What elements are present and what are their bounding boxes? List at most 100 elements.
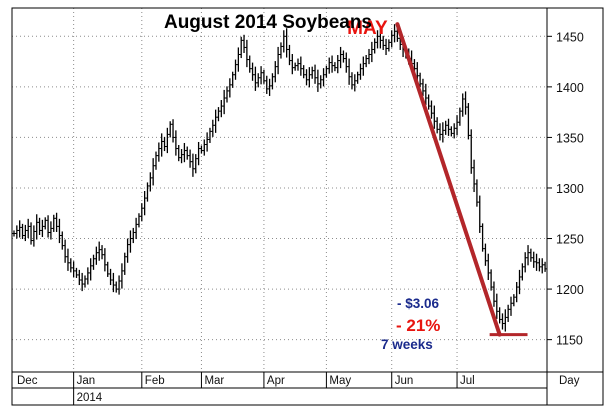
price-bar xyxy=(29,222,33,245)
price-bar xyxy=(537,258,541,272)
price-bar xyxy=(109,268,113,286)
price-bar xyxy=(305,69,309,86)
price-bar xyxy=(378,28,382,49)
price-bar xyxy=(35,214,39,240)
price-bar xyxy=(324,65,328,78)
price-bar xyxy=(143,191,147,216)
price-bar xyxy=(222,89,226,115)
price-bar xyxy=(358,63,363,80)
price-bar xyxy=(211,119,215,137)
price-bar xyxy=(265,75,269,94)
price-bar xyxy=(498,307,502,324)
price-bar xyxy=(458,107,462,126)
price-bar xyxy=(225,86,229,103)
price-bar xyxy=(270,73,275,90)
price-bar xyxy=(52,214,56,232)
price-bar xyxy=(336,55,340,74)
price-bar xyxy=(529,248,533,262)
price-bar xyxy=(526,245,530,266)
price-bar xyxy=(97,241,101,261)
price-bar xyxy=(455,115,459,136)
price-bar xyxy=(500,313,505,330)
price-bar xyxy=(469,129,473,174)
price-bar xyxy=(117,275,121,295)
price-bar xyxy=(74,267,79,278)
price-bar xyxy=(239,36,243,59)
price-bar xyxy=(69,258,73,273)
price-bar xyxy=(285,28,289,58)
price-bar xyxy=(512,294,516,307)
price-bar xyxy=(489,269,493,291)
price-bar xyxy=(214,109,218,133)
price-bar xyxy=(361,56,365,76)
price-bar xyxy=(466,103,470,140)
x-tick-label: Mar xyxy=(204,375,224,387)
percent-drop-label: - 21% xyxy=(396,316,440,335)
price-bar xyxy=(262,69,266,84)
trend-line xyxy=(395,22,502,337)
price-bar xyxy=(279,42,283,59)
price-bar xyxy=(94,246,98,265)
price-bar xyxy=(134,217,138,240)
price-bar xyxy=(63,239,67,263)
grid xyxy=(12,8,547,372)
peak-label: MAY xyxy=(347,18,388,39)
price-bar xyxy=(202,139,206,156)
x-tick-label: Dec xyxy=(17,375,38,387)
price-bar xyxy=(234,59,238,80)
price-bar xyxy=(441,122,445,143)
price-bar xyxy=(461,93,465,117)
price-bar xyxy=(49,221,53,240)
price-bar xyxy=(80,272,84,292)
price-bar xyxy=(483,243,488,266)
x-tick-label: Jan xyxy=(77,375,96,387)
price-bar xyxy=(307,67,311,88)
price-bar xyxy=(364,55,368,68)
price-bar xyxy=(163,136,167,152)
price-bar xyxy=(256,73,260,88)
price-bar xyxy=(15,225,19,239)
price-bar xyxy=(83,275,87,288)
price-bar xyxy=(106,261,110,277)
price-bar xyxy=(137,213,141,228)
price-bar xyxy=(339,46,343,69)
price-bar xyxy=(57,218,62,244)
price-bar xyxy=(100,245,104,260)
price-bar xyxy=(299,56,303,76)
price-bar xyxy=(111,272,115,293)
price-bar xyxy=(486,253,490,280)
price-bar xyxy=(199,145,204,154)
y-tick-label: 1300 xyxy=(556,182,584,196)
price-bar xyxy=(444,120,448,135)
price-bar xyxy=(287,44,292,66)
price-bar xyxy=(424,83,428,106)
price-bar xyxy=(347,58,351,85)
price-bar xyxy=(313,64,317,84)
price-bar xyxy=(290,54,294,75)
price-bar xyxy=(38,217,42,235)
y-tick-label: 1250 xyxy=(556,233,584,247)
price-bar xyxy=(228,78,232,98)
price-bar xyxy=(353,74,357,92)
price-bar xyxy=(472,159,476,193)
price-bar xyxy=(157,142,161,162)
chart-title: August 2014 Soybeans xyxy=(164,12,372,33)
price-bar xyxy=(55,212,59,232)
price-bar xyxy=(418,72,422,87)
price-bar xyxy=(188,149,192,168)
price-bar xyxy=(481,223,485,252)
price-bar xyxy=(259,66,263,85)
price-bar xyxy=(503,309,507,332)
price-bar xyxy=(205,132,209,152)
price-bar xyxy=(171,119,175,143)
y-tick-label: 1200 xyxy=(556,283,584,297)
price-bar xyxy=(438,123,442,141)
price-bar xyxy=(381,35,385,50)
price-bar xyxy=(384,38,388,56)
price-bar xyxy=(43,217,47,230)
price-bar xyxy=(236,47,240,72)
price-bar xyxy=(432,105,436,129)
price-bar xyxy=(165,127,169,154)
price-bar xyxy=(180,149,184,164)
